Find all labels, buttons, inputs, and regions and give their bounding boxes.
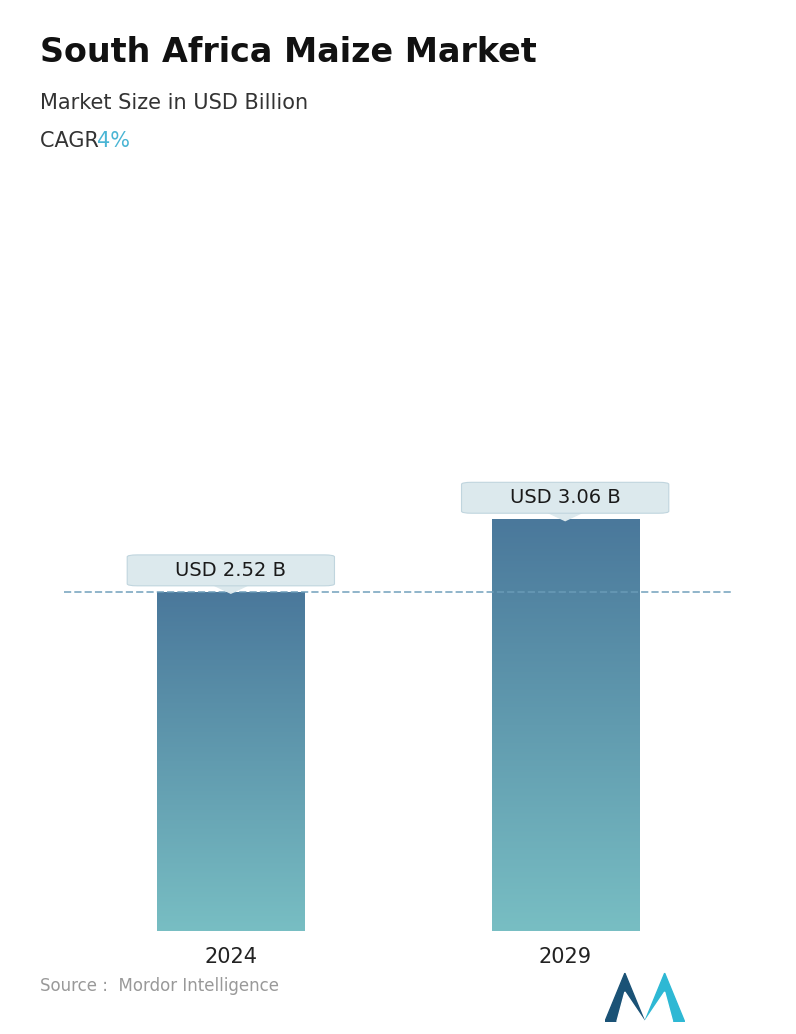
FancyBboxPatch shape bbox=[462, 482, 669, 513]
Text: USD 2.52 B: USD 2.52 B bbox=[175, 560, 287, 580]
Text: CAGR: CAGR bbox=[40, 131, 105, 151]
Polygon shape bbox=[211, 584, 251, 594]
Text: Source :  Mordor Intelligence: Source : Mordor Intelligence bbox=[40, 977, 279, 995]
Polygon shape bbox=[645, 973, 685, 1022]
Text: 4%: 4% bbox=[97, 131, 130, 151]
Polygon shape bbox=[605, 973, 645, 1022]
Polygon shape bbox=[645, 992, 673, 1022]
Text: USD 3.06 B: USD 3.06 B bbox=[509, 488, 621, 508]
FancyBboxPatch shape bbox=[127, 555, 334, 586]
Polygon shape bbox=[545, 511, 585, 520]
Text: Market Size in USD Billion: Market Size in USD Billion bbox=[40, 93, 308, 113]
Text: South Africa Maize Market: South Africa Maize Market bbox=[40, 36, 537, 69]
Polygon shape bbox=[617, 992, 645, 1022]
